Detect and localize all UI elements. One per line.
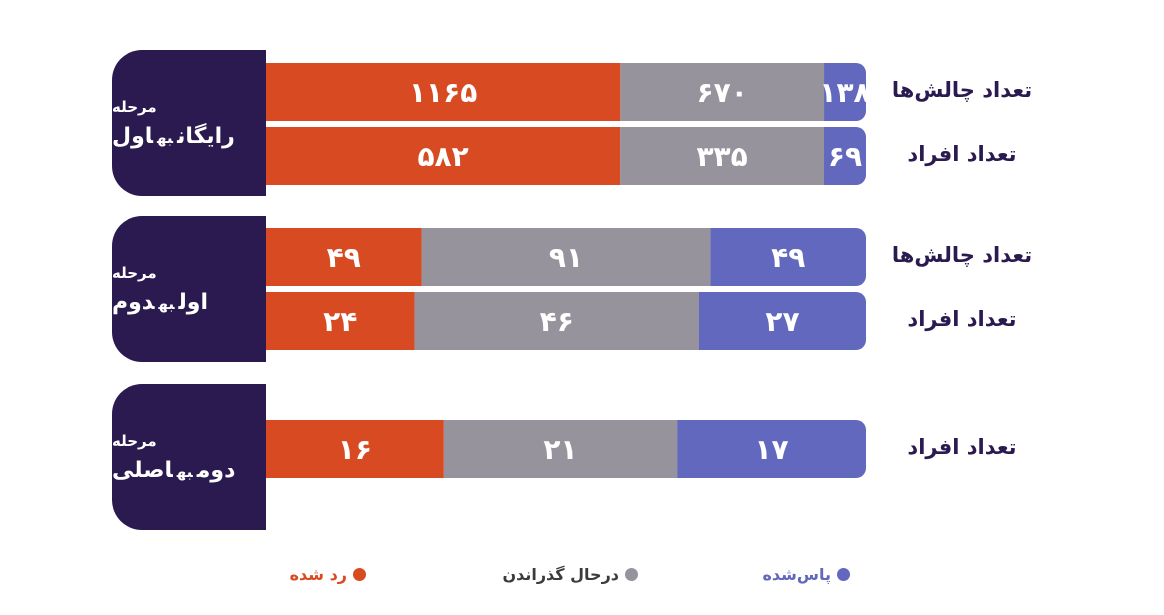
bar-segment-rejected [246,292,415,350]
row-label-challenges: تعداد چالش‌ها [891,78,1033,102]
bar-value-label: ۲۴ [323,305,357,338]
stage-label: مرحله [112,431,157,450]
stage-box-free-to-first: مرحله رایگانبهاول [112,50,266,196]
legend-dot-passed [837,567,850,581]
bar-segment-rejected [246,228,422,286]
row-label-people: تعداد افراد [907,307,1017,331]
bar-row [246,228,866,286]
bar-value-label: ۱۷ [754,433,788,466]
bar-value-label: ۴۹ [327,241,361,274]
legend-item-rejected: رد شده [282,563,366,585]
bar-value-label: ۱۳۸ [819,76,870,109]
legend-label-passed: پاس‌شده [762,564,831,584]
bar-segment-in-progress [421,228,711,286]
stage-box-first-to-second: مرحله اولبهدوم [112,216,266,362]
bar-value-label: ۴۶ [540,305,574,338]
stage-box-second-to-main: مرحله دومبهاصلی [112,384,266,530]
bar-value-label: ۴۹ [771,241,805,274]
bar-row [246,420,866,478]
bar-value-label: ۳۳۵ [696,140,747,173]
stage-title: دومبهاصلی [112,458,235,483]
row-label-challenges: تعداد چالش‌ها [891,243,1033,267]
bar-segment-in-progress [620,63,825,121]
bar-segment-rejected [246,127,621,185]
bar-value-label: ۵۸۲ [417,140,468,173]
stage-label: مرحله [112,97,157,116]
bar-value-label: ۱۶ [338,433,372,466]
bar-value-label: ۲۷ [765,305,799,338]
bar-segment-passed [824,127,866,185]
bar-segment-rejected [246,420,444,478]
stage-title-from: اول [178,289,209,315]
bar-value-label: ۹۱ [549,241,583,274]
bar-value-label: ۶۷۰ [697,76,748,109]
row-label-people: تعداد افراد [907,142,1017,166]
bar-segment-rejected [246,63,621,121]
legend-label-rejected: رد شده [289,564,347,584]
stage-title-to: اول [112,123,154,149]
stage-title-connector: به [157,128,174,147]
stage-title-from: رایگان [177,123,235,149]
stage-title: اولبهدوم [112,290,208,315]
stage-label: مرحله [112,263,157,282]
bar-value-label: ۱۱۶۵ [409,76,477,109]
bar-row [246,292,866,350]
row-label-people: تعداد افراد [907,435,1017,459]
bar-value-label: ۲۱ [543,433,577,466]
legend-label-in-progress: درحال گذراندن [502,564,619,584]
stage-title-from: دوم [196,457,236,483]
bar-segment-passed [824,63,866,121]
stage-title-to: دوم [112,289,155,315]
stage-title-connector: به [158,294,175,313]
stage-title-connector: به [176,462,193,481]
bar-row [246,63,866,121]
stage-title: رایگانبهاول [112,124,235,149]
bar-segment-in-progress [414,292,699,350]
legend-item-in-progress: درحال گذراندن [480,563,638,585]
bar-value-label: ۶۹ [828,140,862,173]
bar-segment-in-progress [443,420,678,478]
legend-dot-in-progress [625,567,638,581]
legend-dot-rejected [353,567,366,581]
legend-item-passed: پاس‌شده [740,563,850,585]
bar-segment-passed [677,420,866,478]
bar-segment-passed [710,228,866,286]
bar-segment-passed [698,292,866,350]
stage-title-to: اصلی [112,457,173,483]
bar-segment-in-progress [620,127,825,185]
bar-row [246,127,866,185]
